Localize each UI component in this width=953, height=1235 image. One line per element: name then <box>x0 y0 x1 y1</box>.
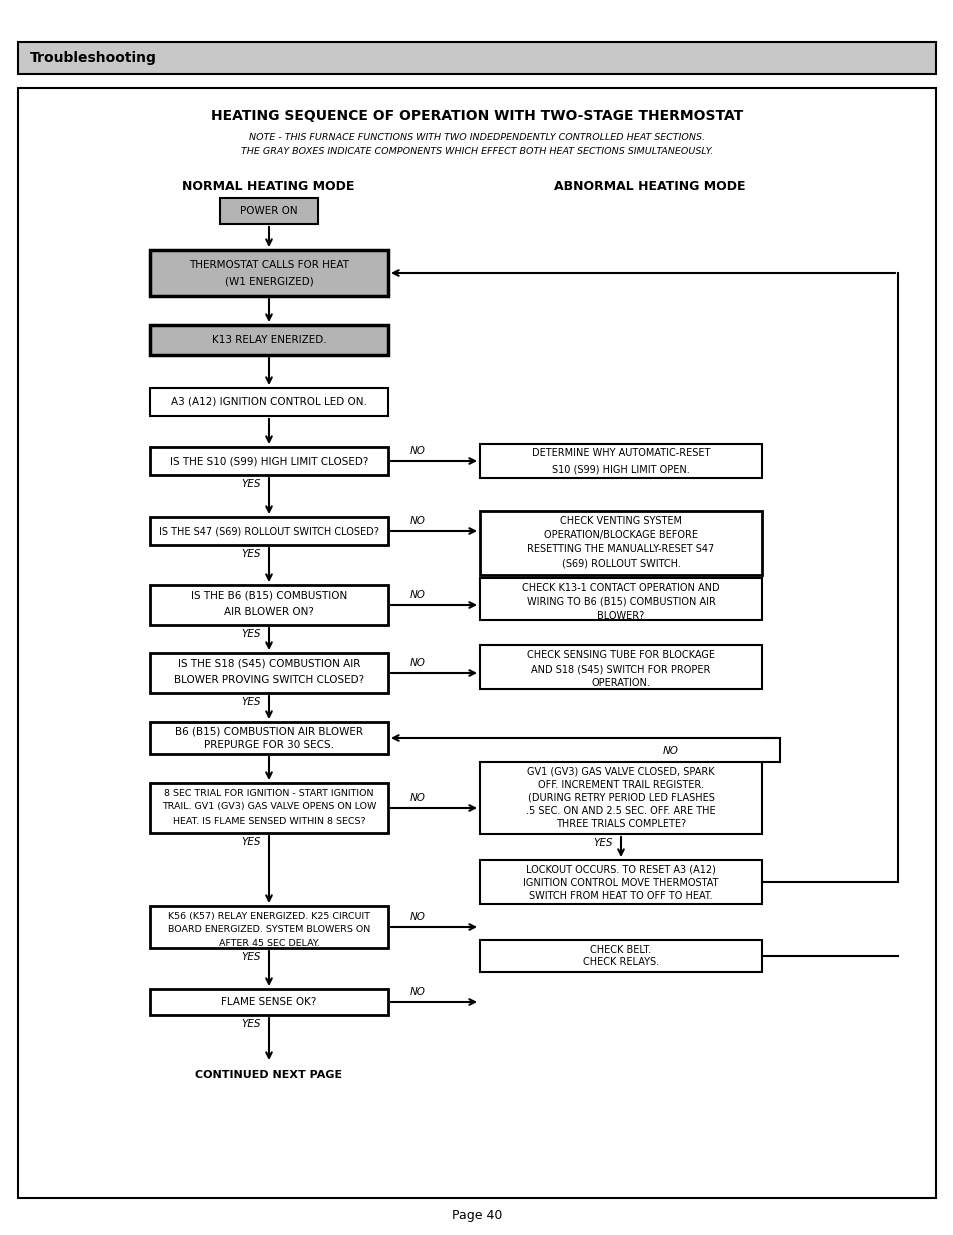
FancyBboxPatch shape <box>150 249 388 296</box>
Text: ABNORMAL HEATING MODE: ABNORMAL HEATING MODE <box>554 179 745 193</box>
Text: CHECK RELAYS.: CHECK RELAYS. <box>582 957 659 967</box>
Text: K13 RELAY ENERIZED.: K13 RELAY ENERIZED. <box>212 335 326 345</box>
Text: CHECK VENTING SYSTEM: CHECK VENTING SYSTEM <box>559 516 681 526</box>
FancyBboxPatch shape <box>150 783 388 832</box>
Text: POWER ON: POWER ON <box>240 206 297 216</box>
Text: NO: NO <box>410 793 425 803</box>
Text: WIRING TO B6 (B15) COMBUSTION AIR: WIRING TO B6 (B15) COMBUSTION AIR <box>526 597 715 606</box>
Text: HEATING SEQUENCE OF OPERATION WITH TWO-STAGE THERMOSTAT: HEATING SEQUENCE OF OPERATION WITH TWO-S… <box>211 109 742 124</box>
Text: THREE TRIALS COMPLETE?: THREE TRIALS COMPLETE? <box>556 819 685 829</box>
Text: YES: YES <box>241 697 260 706</box>
Text: RESETTING THE MANUALLY-RESET S47: RESETTING THE MANUALLY-RESET S47 <box>527 543 714 555</box>
Text: YES: YES <box>241 837 260 847</box>
Text: CHECK BELT.: CHECK BELT. <box>590 945 651 955</box>
FancyBboxPatch shape <box>479 940 761 972</box>
Text: PREPURGE FOR 30 SECS.: PREPURGE FOR 30 SECS. <box>204 740 334 750</box>
Text: (DURING RETRY PERIOD LED FLASHES: (DURING RETRY PERIOD LED FLASHES <box>527 793 714 803</box>
Text: DETERMINE WHY AUTOMATIC-RESET: DETERMINE WHY AUTOMATIC-RESET <box>531 448 709 458</box>
Text: K56 (K57) RELAY ENERGIZED. K25 CIRCUIT: K56 (K57) RELAY ENERGIZED. K25 CIRCUIT <box>168 911 370 920</box>
FancyBboxPatch shape <box>18 88 935 1198</box>
FancyBboxPatch shape <box>150 447 388 475</box>
FancyBboxPatch shape <box>150 585 388 625</box>
Text: NO: NO <box>410 658 425 668</box>
FancyBboxPatch shape <box>220 198 317 224</box>
Text: GV1 (GV3) GAS VALVE CLOSED, SPARK: GV1 (GV3) GAS VALVE CLOSED, SPARK <box>527 767 714 777</box>
Text: NO: NO <box>662 746 679 756</box>
Text: NOTE - THIS FURNACE FUNCTIONS WITH TWO INDEDPENDENTLY CONTROLLED HEAT SECTIONS.: NOTE - THIS FURNACE FUNCTIONS WITH TWO I… <box>249 132 704 142</box>
FancyBboxPatch shape <box>150 517 388 545</box>
Text: FLAME SENSE OK?: FLAME SENSE OK? <box>221 997 316 1007</box>
Text: OFF. INCREMENT TRAIL REGISTER.: OFF. INCREMENT TRAIL REGISTER. <box>537 781 703 790</box>
FancyBboxPatch shape <box>150 325 388 354</box>
Text: IGNITION CONTROL MOVE THERMOSTAT: IGNITION CONTROL MOVE THERMOSTAT <box>522 878 718 888</box>
Text: (S69) ROLLOUT SWITCH.: (S69) ROLLOUT SWITCH. <box>561 558 679 568</box>
FancyBboxPatch shape <box>150 989 388 1015</box>
Text: YES: YES <box>241 952 260 962</box>
Text: SWITCH FROM HEAT TO OFF TO HEAT.: SWITCH FROM HEAT TO OFF TO HEAT. <box>529 890 712 902</box>
FancyBboxPatch shape <box>150 722 388 755</box>
Text: IS THE S47 (S69) ROLLOUT SWITCH CLOSED?: IS THE S47 (S69) ROLLOUT SWITCH CLOSED? <box>159 526 378 536</box>
Text: HEAT. IS FLAME SENSED WITHIN 8 SECS?: HEAT. IS FLAME SENSED WITHIN 8 SECS? <box>172 816 365 825</box>
Text: YES: YES <box>593 839 612 848</box>
Text: NORMAL HEATING MODE: NORMAL HEATING MODE <box>182 179 354 193</box>
Text: CHECK K13-1 CONTACT OPERATION AND: CHECK K13-1 CONTACT OPERATION AND <box>521 583 720 593</box>
Text: Troubleshooting: Troubleshooting <box>30 51 156 65</box>
FancyBboxPatch shape <box>18 42 935 74</box>
Text: NO: NO <box>410 911 425 923</box>
FancyBboxPatch shape <box>479 511 761 576</box>
Text: IS THE B6 (B15) COMBUSTION: IS THE B6 (B15) COMBUSTION <box>191 592 347 601</box>
Text: BLOWER?: BLOWER? <box>597 611 644 621</box>
Text: TRAIL. GV1 (GV3) GAS VALVE OPENS ON LOW: TRAIL. GV1 (GV3) GAS VALVE OPENS ON LOW <box>162 803 375 811</box>
FancyBboxPatch shape <box>479 578 761 620</box>
Text: BOARD ENERGIZED. SYSTEM BLOWERS ON: BOARD ENERGIZED. SYSTEM BLOWERS ON <box>168 925 370 935</box>
FancyBboxPatch shape <box>150 653 388 693</box>
Text: S10 (S99) HIGH LIMIT OPEN.: S10 (S99) HIGH LIMIT OPEN. <box>552 464 689 474</box>
FancyBboxPatch shape <box>479 645 761 689</box>
Text: AND S18 (S45) SWITCH FOR PROPER: AND S18 (S45) SWITCH FOR PROPER <box>531 664 710 674</box>
FancyBboxPatch shape <box>479 445 761 478</box>
Text: CONTINUED NEXT PAGE: CONTINUED NEXT PAGE <box>195 1070 342 1079</box>
Text: OPERATION/BLOCKAGE BEFORE: OPERATION/BLOCKAGE BEFORE <box>543 530 698 540</box>
FancyBboxPatch shape <box>479 762 761 834</box>
FancyBboxPatch shape <box>150 388 388 416</box>
Text: THE GRAY BOXES INDICATE COMPONENTS WHICH EFFECT BOTH HEAT SECTIONS SIMULTANEOUSL: THE GRAY BOXES INDICATE COMPONENTS WHICH… <box>240 147 713 156</box>
Text: NO: NO <box>410 446 425 456</box>
Text: YES: YES <box>241 629 260 638</box>
Text: BLOWER PROVING SWITCH CLOSED?: BLOWER PROVING SWITCH CLOSED? <box>173 676 364 685</box>
Text: (W1 ENERGIZED): (W1 ENERGIZED) <box>224 275 313 287</box>
FancyBboxPatch shape <box>479 860 761 904</box>
Text: YES: YES <box>241 479 260 489</box>
Text: A3 (A12) IGNITION CONTROL LED ON.: A3 (A12) IGNITION CONTROL LED ON. <box>171 396 367 408</box>
Text: IS THE S18 (S45) COMBUSTION AIR: IS THE S18 (S45) COMBUSTION AIR <box>177 659 360 669</box>
Text: Page 40: Page 40 <box>452 1209 501 1221</box>
Text: AFTER 45 SEC DELAY.: AFTER 45 SEC DELAY. <box>218 940 319 948</box>
Text: B6 (B15) COMBUSTION AIR BLOWER: B6 (B15) COMBUSTION AIR BLOWER <box>174 726 363 736</box>
Text: .5 SEC. ON AND 2.5 SEC. OFF. ARE THE: .5 SEC. ON AND 2.5 SEC. OFF. ARE THE <box>526 806 715 816</box>
Text: OPERATION.: OPERATION. <box>591 678 650 688</box>
Text: AIR BLOWER ON?: AIR BLOWER ON? <box>224 606 314 618</box>
Text: YES: YES <box>241 550 260 559</box>
Text: IS THE S10 (S99) HIGH LIMIT CLOSED?: IS THE S10 (S99) HIGH LIMIT CLOSED? <box>170 456 368 466</box>
Text: NO: NO <box>410 516 425 526</box>
Text: 8 SEC TRIAL FOR IGNITION - START IGNITION: 8 SEC TRIAL FOR IGNITION - START IGNITIO… <box>164 788 374 798</box>
Text: LOCKOUT OCCURS. TO RESET A3 (A12): LOCKOUT OCCURS. TO RESET A3 (A12) <box>525 864 715 876</box>
Text: THERMOSTAT CALLS FOR HEAT: THERMOSTAT CALLS FOR HEAT <box>189 261 349 270</box>
Text: YES: YES <box>241 1019 260 1029</box>
Text: NO: NO <box>410 590 425 600</box>
FancyBboxPatch shape <box>150 906 388 948</box>
Text: CHECK SENSING TUBE FOR BLOCKAGE: CHECK SENSING TUBE FOR BLOCKAGE <box>526 650 714 659</box>
Text: NO: NO <box>410 987 425 997</box>
